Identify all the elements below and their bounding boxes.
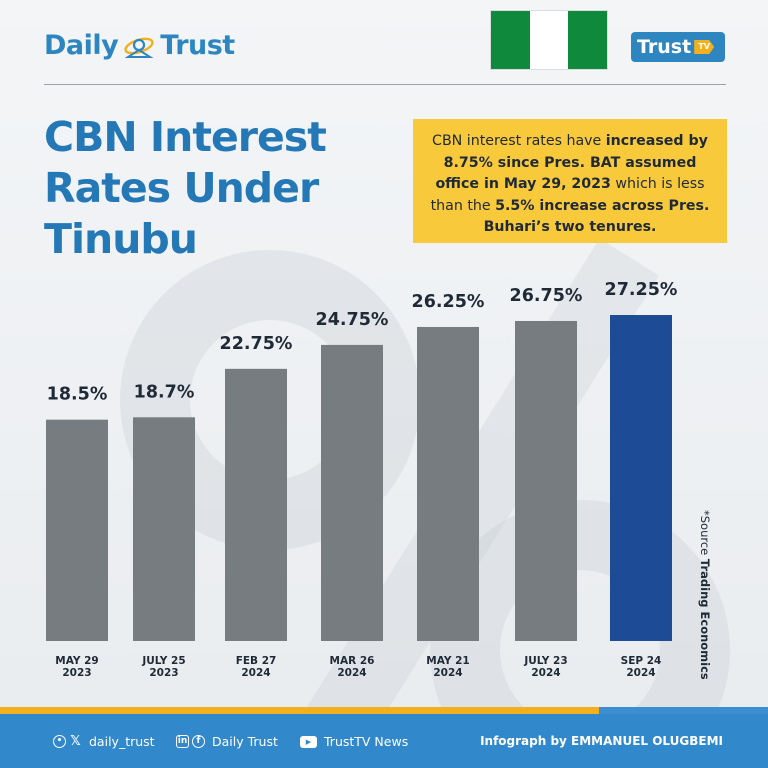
category-label-2-line-1: 2024 [241, 667, 270, 679]
page-title: CBN Interest Rates Under Tinubu [44, 113, 327, 263]
category-label-5-line-0: JULY 23 [523, 655, 567, 667]
youtube-icon: ▶ [300, 735, 317, 748]
source-name: Trading Economics [698, 558, 712, 680]
logo-globe-icon [124, 37, 154, 58]
summary-callout: CBN interest rates have increased by 8.7… [413, 119, 727, 243]
bar-6 [610, 315, 672, 641]
trusttv-logo-text: Trust [637, 36, 692, 58]
category-label-1-line-1: 2023 [149, 667, 178, 679]
flag-band-left [491, 11, 530, 69]
callout-bold-2: 5.5% increase across Pres. Buhari’s two … [483, 197, 710, 236]
bar-value-label-1: 18.7% [134, 382, 195, 402]
bar-5 [515, 320, 577, 641]
bar-value-label-3: 24.75% [316, 310, 389, 330]
category-label-0-line-1: 2023 [62, 667, 91, 679]
callout-bold-1: increased by 8.75% since Pres. BAT assum… [435, 133, 708, 192]
category-label-3-line-1: 2024 [337, 667, 366, 679]
callout-text-2: which is less than the [430, 176, 705, 214]
facebook-icon: f [192, 735, 205, 748]
footer-social-handle[interactable]: • 𝕏 daily_trust [53, 734, 155, 749]
callout-text-1: CBN interest rates have [432, 133, 606, 149]
footer-accent-stripe [0, 707, 768, 714]
x-twitter-icon: 𝕏 [70, 734, 81, 749]
category-label-4-line-0: MAY 21 [426, 655, 469, 667]
flag-band-right [568, 11, 608, 69]
footer-facebook[interactable]: in f Daily Trust [176, 734, 278, 749]
bar-value-label-0: 18.5% [47, 385, 108, 405]
trusttv-logo: Trust TV [631, 32, 725, 62]
facebook-label: Daily Trust [212, 734, 278, 749]
footer-youtube[interactable]: ▶ TrustTV News [300, 734, 408, 749]
credit-prefix: Infograph by [480, 734, 572, 748]
bar-value-label-6: 27.25% [605, 280, 678, 300]
bar-4 [417, 326, 479, 641]
source-note: *Source Trading Economics [698, 510, 712, 680]
youtube-label: TrustTV News [324, 734, 409, 749]
header-divider [44, 84, 726, 85]
bar-0 [46, 419, 108, 641]
trusttv-play-icon: TV [694, 40, 715, 54]
category-label-3-line-0: MAR 26 [330, 655, 375, 667]
credit-name: EMMANUEL OLUGBEMI [571, 734, 723, 748]
flag-band-middle [529, 11, 569, 69]
category-label-1-line-0: JULY 25 [141, 655, 185, 667]
category-label-0-line-0: MAY 29 [55, 655, 98, 667]
linkedin-icon: in [176, 735, 189, 748]
logo-text-daily: Daily [44, 30, 119, 61]
infographic-credit: Infograph by EMMANUEL OLUGBEMI [480, 734, 723, 748]
social-handle-label: daily_trust [89, 734, 155, 749]
category-label-2-line-0: FEB 27 [236, 655, 277, 667]
instagram-icon: • [53, 735, 66, 748]
bar-3 [321, 344, 383, 641]
bar-value-label-4: 26.25% [412, 292, 485, 312]
source-prefix: *Source [698, 510, 712, 559]
bar-value-label-2: 22.75% [220, 334, 293, 354]
footer-bar: • 𝕏 daily_trust in f Daily Trust ▶ Trust… [0, 714, 768, 768]
nigeria-flag [490, 10, 608, 70]
daily-trust-logo: Daily Trust [44, 30, 235, 61]
logo-text-trust: Trust [160, 30, 235, 61]
category-label-4-line-1: 2024 [433, 667, 462, 679]
bar-1 [133, 417, 195, 641]
category-label-5-line-1: 2024 [531, 667, 560, 679]
bar-2 [225, 368, 287, 641]
category-label-6-line-0: SEP 24 [621, 655, 662, 667]
category-label-6-line-1: 2024 [626, 667, 655, 679]
bar-value-label-5: 26.75% [510, 286, 583, 306]
